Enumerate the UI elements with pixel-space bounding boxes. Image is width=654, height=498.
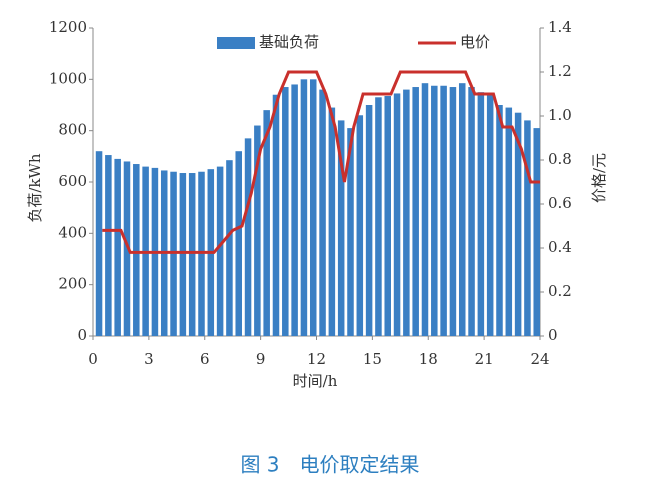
bar (226, 160, 233, 336)
bar (309, 79, 317, 336)
bar (300, 79, 308, 336)
bar (337, 120, 345, 337)
y-tick-label: 1000 (49, 69, 87, 87)
bar (375, 97, 382, 336)
y2-tick-label: 0.4 (548, 238, 572, 256)
y-tick-label: 1200 (49, 18, 87, 36)
legend-swatch (217, 37, 255, 49)
y-tick-label: 800 (58, 121, 87, 139)
y2-axis-label: 价格/元 (590, 153, 608, 203)
bar (356, 115, 364, 337)
bar (319, 89, 326, 336)
bar (477, 92, 485, 337)
y2-tick-label: 1.2 (548, 62, 572, 80)
y-axis-label: 负荷/kWh (26, 153, 44, 223)
y-tick-label: 400 (58, 223, 87, 241)
bar (328, 107, 336, 336)
bar (365, 105, 373, 336)
bar (505, 107, 513, 336)
x-axis-label: 时间/h (293, 372, 338, 390)
bar (524, 120, 531, 337)
bar (421, 83, 429, 336)
bar (393, 93, 401, 336)
bar (514, 112, 522, 336)
bar (235, 151, 242, 336)
bar (272, 94, 280, 336)
y2-tick-label: 0.6 (548, 194, 572, 212)
bar (105, 155, 112, 336)
bar (244, 138, 252, 336)
bar (95, 151, 103, 336)
y2-tick-label: 0.8 (548, 150, 572, 168)
legend-label: 基础负荷 (259, 33, 319, 51)
bar (114, 158, 121, 336)
bar (179, 173, 187, 336)
bar (440, 85, 447, 336)
x-tick-label: 9 (256, 350, 266, 368)
bar (188, 173, 196, 336)
bar (347, 128, 354, 336)
bar (403, 89, 410, 336)
bar (263, 110, 270, 336)
x-tick-label: 6 (200, 350, 210, 368)
x-tick-label: 24 (530, 350, 549, 368)
y-tick-label: 0 (77, 326, 87, 344)
bar (496, 105, 503, 336)
bar (486, 94, 494, 336)
y2-tick-label: 0.2 (548, 282, 572, 300)
x-tick-label: 18 (419, 350, 438, 368)
bar (533, 128, 540, 336)
y-tick-label: 200 (58, 275, 87, 293)
bar (458, 83, 466, 336)
y2-tick-label: 1.4 (548, 18, 572, 36)
x-tick-label: 3 (144, 350, 154, 368)
x-tick-label: 0 (88, 350, 98, 368)
bar (449, 87, 457, 337)
legend-label: 电价 (460, 33, 490, 51)
price-line (102, 70, 540, 254)
y2-tick-label: 0 (548, 326, 558, 344)
bar (412, 87, 419, 337)
bar (123, 161, 131, 336)
bar (216, 166, 224, 336)
caption: 图 3 电价取定结果 (240, 453, 419, 477)
x-tick-label: 12 (307, 350, 326, 368)
bar (384, 96, 391, 337)
x-tick-label: 15 (363, 350, 382, 368)
bar (282, 87, 289, 337)
y2-tick-label: 1.0 (548, 106, 572, 124)
bar (133, 164, 140, 336)
bar (431, 85, 438, 336)
x-tick-label: 21 (475, 350, 494, 368)
bar (254, 125, 261, 337)
bar (291, 84, 298, 336)
bar (468, 87, 475, 337)
y-tick-label: 600 (58, 172, 87, 190)
